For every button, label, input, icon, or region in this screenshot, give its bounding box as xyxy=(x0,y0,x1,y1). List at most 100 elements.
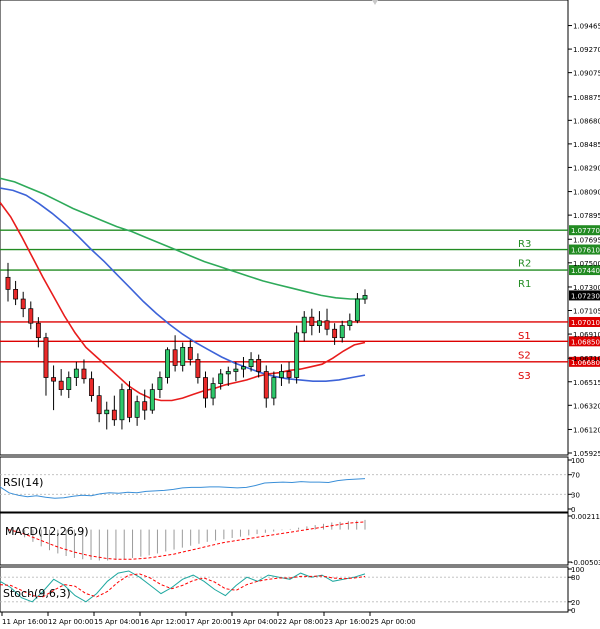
candle-body-down xyxy=(89,378,94,396)
pivot-name-r1: R1 xyxy=(518,279,531,290)
candle-body-up xyxy=(347,320,353,326)
candle-body-up xyxy=(73,368,79,378)
rsi-label: RSI(14) xyxy=(3,476,43,489)
pivot-price-tag xyxy=(569,225,600,236)
y-tick-label: 100 xyxy=(571,457,584,465)
pivot-price-tag xyxy=(569,244,600,255)
pivot-price-label: 1.06850 xyxy=(571,338,600,346)
candle xyxy=(225,366,231,386)
candle xyxy=(172,335,178,372)
y-tick-label: 1.07695 xyxy=(573,236,600,244)
candle-body-up xyxy=(241,366,246,370)
candle xyxy=(187,340,193,366)
y-tick-label: 100 xyxy=(571,566,584,574)
candle xyxy=(127,381,132,423)
candle-body-up xyxy=(301,316,307,334)
candle-body-down xyxy=(35,322,41,339)
candle xyxy=(180,342,186,372)
macd-signal-line xyxy=(7,521,366,560)
candle-body-up xyxy=(225,371,231,375)
candle xyxy=(347,313,353,331)
rsi-panel: RSI(14) 100 70 30 0 xyxy=(0,456,584,514)
stoch-main-line xyxy=(0,570,366,603)
y-tick-label: 80 xyxy=(571,574,580,582)
candle-body-down xyxy=(195,359,201,378)
x-tick-label: 19 Apr 04:00 xyxy=(232,618,278,626)
current-price-label: 1.07230 xyxy=(571,292,600,300)
candle-body-down xyxy=(142,401,148,411)
candle-body-down xyxy=(81,368,87,380)
candle-body-up xyxy=(119,389,125,421)
candle xyxy=(203,371,208,408)
candle-body-up xyxy=(66,377,72,390)
y-tick-label: 1.06515 xyxy=(573,379,600,387)
chart-shift-marker xyxy=(372,0,378,5)
y-tick-label: 1.06710 xyxy=(573,355,600,363)
candle-body-up xyxy=(271,377,277,399)
candle-body-up xyxy=(233,368,239,372)
candle xyxy=(233,361,239,382)
y-tick-label: 1.05925 xyxy=(573,450,600,458)
candle xyxy=(66,371,72,399)
candle-body-up xyxy=(149,389,155,411)
y-tick-label: 1.07895 xyxy=(573,212,600,220)
candle xyxy=(263,365,269,408)
y-tick-label: 1.06910 xyxy=(573,331,600,339)
macd-panel: MACD(12,26,9) 0.002111 -0.005039 xyxy=(0,512,600,567)
sma-mid-blue-line xyxy=(0,187,366,383)
candle xyxy=(89,371,94,402)
candle-body-up xyxy=(218,373,224,384)
candle-body-up xyxy=(134,401,140,418)
candle xyxy=(58,369,64,396)
pivot-name-s3: S3 xyxy=(518,371,531,382)
candle-body-down xyxy=(51,377,57,382)
stoch-label: Stoch(9,6,3) xyxy=(3,587,71,600)
pivot-price-label: 1.07010 xyxy=(571,319,600,327)
candle xyxy=(5,262,11,302)
candle xyxy=(271,371,277,406)
candle xyxy=(210,377,216,406)
candle xyxy=(119,383,125,430)
candle xyxy=(149,383,155,414)
x-tick-label: 15 Apr 04:00 xyxy=(94,618,140,626)
candle-body-up xyxy=(316,320,322,326)
candle xyxy=(43,332,49,396)
stoch-signal-line xyxy=(0,573,366,598)
macd-label: MACD(12,26,9) xyxy=(5,525,89,538)
pivot-price-tag xyxy=(569,265,600,276)
candle xyxy=(316,311,322,333)
candle xyxy=(165,347,170,384)
candle-body-up xyxy=(294,332,300,378)
y-tick-label: -0.005039 xyxy=(571,559,600,567)
candle xyxy=(309,308,315,336)
sma-fast-red-line xyxy=(0,201,366,402)
candle-body-down xyxy=(332,328,338,339)
candle-body-up xyxy=(180,346,186,366)
pivot-name-s1: S1 xyxy=(518,331,531,342)
candle xyxy=(35,317,41,348)
candle xyxy=(104,401,110,430)
candle-body-up xyxy=(279,371,284,378)
candle-body-down xyxy=(256,359,262,372)
candle xyxy=(241,357,246,378)
candle xyxy=(28,301,34,330)
candle xyxy=(279,364,284,386)
y-tick-label: 1.07300 xyxy=(573,284,600,292)
candle xyxy=(248,352,254,372)
y-tick-label: 1.08090 xyxy=(573,189,600,197)
y-tick-label: 30 xyxy=(571,491,580,499)
y-tick-label: 0.002111 xyxy=(571,513,600,521)
x-tick-label: 16 Apr 12:00 xyxy=(140,618,186,626)
y-tick-label: 1.06120 xyxy=(573,426,600,434)
pivot-price-tag xyxy=(569,356,600,367)
candle xyxy=(218,369,224,390)
pivot-price-label: 1.06680 xyxy=(571,359,600,367)
candle-body-up xyxy=(339,325,345,339)
candle-body-down xyxy=(58,380,64,390)
pivot-price-label: 1.07610 xyxy=(571,247,600,255)
candle-body-up xyxy=(165,349,170,378)
candle-body-down xyxy=(111,409,117,421)
x-tick-label: 17 Apr 20:00 xyxy=(186,618,232,626)
candle xyxy=(134,395,140,426)
